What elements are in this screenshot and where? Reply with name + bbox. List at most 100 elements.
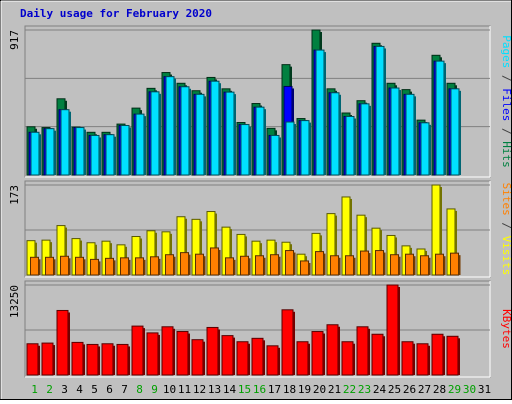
bar-shadow (350, 198, 352, 275)
day-tick-label: 24 (373, 383, 387, 396)
day-tick-label: 18 (283, 383, 296, 396)
bar-shadow (83, 259, 86, 275)
bar-shadow (365, 217, 367, 275)
bar-shadow (185, 218, 187, 275)
bar-shadow (140, 238, 142, 275)
bar-visits-sites-day-10 (165, 254, 174, 276)
bar-kbytes-kbytes-day-27 (416, 343, 429, 376)
day-tick-label: 3 (61, 383, 68, 396)
bar-kbytes-kbytes-day-29 (446, 335, 459, 376)
bar-shadow (189, 88, 191, 175)
bar-shadow (369, 105, 371, 175)
day-tick-label: 13 (208, 383, 221, 396)
axis-label-part: Hits (500, 141, 512, 168)
bar-shadow (323, 253, 326, 275)
bar-kbytes-kbytes-day-15 (236, 341, 249, 376)
bar-shadow (455, 210, 457, 275)
day-tick-label: 23 (358, 383, 371, 396)
bar-shadow (39, 134, 41, 175)
bar-hits-pages-day-8 (135, 113, 145, 176)
bar-visits-sites-day-3 (60, 255, 69, 276)
bar-hits-pages-day-26 (405, 93, 415, 176)
bar-shadow (144, 116, 146, 175)
bar-shadow (249, 126, 251, 175)
bar-shadow (264, 109, 266, 175)
bar-kbytes-kbytes-day-18 (281, 309, 294, 376)
bar-kbytes-kbytes-day-6 (101, 343, 114, 376)
day-tick-label: 21 (328, 383, 341, 396)
bar-hits-pages-day-27 (420, 122, 430, 176)
bar-shadow (173, 328, 175, 375)
bar-kbytes-kbytes-day-3 (56, 309, 69, 376)
bar-shadow (69, 111, 71, 175)
day-tick-label: 28 (433, 383, 446, 396)
panel-hits-max-label: 917 (8, 30, 21, 50)
bar-shadow (323, 333, 325, 375)
bar-shadow (128, 346, 130, 375)
bar-hits-pages-day-7 (120, 125, 130, 176)
bar-kbytes-kbytes-day-24 (371, 333, 384, 376)
bar-kbytes-kbytes-day-12 (191, 339, 204, 376)
bar-visits-sites-day-22 (345, 255, 354, 276)
bar-visits-sites-day-1 (30, 256, 39, 276)
bar-hits-pages-day-28 (435, 60, 445, 176)
bar-visits-sites-day-20 (315, 251, 324, 276)
bar-kbytes-kbytes-day-10 (161, 326, 174, 376)
bar-shadow (215, 213, 217, 275)
bar-shadow (279, 137, 281, 175)
axis-label-part: Sites (500, 183, 512, 216)
axis-label-part: / (500, 68, 512, 88)
axis-label-part: / (500, 216, 512, 236)
bar-shadow (203, 341, 205, 375)
bar-visits-sites-day-18 (285, 250, 294, 276)
bar-kbytes-kbytes-day-1 (26, 343, 39, 376)
panel-kbytes-max-label: 13250 (8, 285, 21, 318)
bar-shadow (128, 259, 131, 275)
bar-shadow (200, 221, 202, 275)
bar-shadow (203, 256, 206, 275)
day-tick-label: 15 (238, 383, 251, 396)
bar-visits-sites-day-23 (360, 250, 369, 276)
panel-hits: 917 Pages / Files / Hits (8, 25, 512, 178)
bar-shadow (218, 329, 220, 375)
bar-visits-sites-day-2 (45, 256, 54, 276)
bar-shadow (68, 258, 71, 275)
bar-visits-sites-day-13 (210, 247, 219, 276)
axis-label-part: Pages (500, 35, 512, 68)
bar-shadow (65, 227, 67, 275)
day-tick-label: 2 (46, 383, 53, 396)
bar-shadow (458, 255, 461, 275)
bar-shadow (143, 328, 145, 375)
bar-kbytes-kbytes-day-7 (116, 343, 129, 376)
day-tick-label: 11 (178, 383, 191, 396)
bar-shadow (398, 287, 400, 375)
bar-shadow (143, 259, 146, 275)
bar-shadow (443, 256, 446, 275)
bar-shadow (129, 127, 131, 175)
bar-kbytes-kbytes-day-8 (131, 325, 144, 376)
bar-hits-pages-day-10 (165, 76, 175, 176)
day-tick-label: 6 (106, 383, 113, 396)
bar-shadow (384, 48, 386, 175)
axis-label-part: / (500, 121, 512, 141)
bar-hits-pages-day-16 (255, 106, 265, 176)
bar-shadow (230, 229, 232, 275)
chart-title: Daily usage for February 2020 (20, 7, 212, 20)
day-tick-label: 7 (121, 383, 128, 396)
axis-label-part: Visits (500, 236, 512, 276)
day-tick-label: 1 (31, 383, 38, 396)
bar-kbytes-kbytes-day-11 (176, 331, 189, 376)
bar-shadow (354, 118, 356, 175)
day-tick-label: 31 (478, 383, 491, 396)
day-tick-label: 9 (151, 383, 158, 396)
bar-shadow (443, 336, 445, 375)
bar-shadow (429, 124, 431, 175)
bar-shadow (293, 311, 295, 375)
axis-label-part: KBytes (500, 309, 512, 349)
bar-visits-sites-day-14 (225, 257, 234, 276)
bar-visits-sites-day-17 (270, 254, 279, 276)
bar-shadow (218, 249, 221, 275)
bar-visits-sites-day-4 (75, 256, 84, 276)
